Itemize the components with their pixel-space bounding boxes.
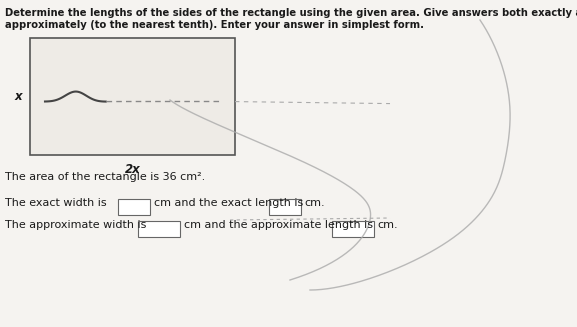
Text: cm and the approximate length is: cm and the approximate length is [184,220,373,230]
Text: x: x [14,90,22,103]
Text: The approximate width is: The approximate width is [5,220,147,230]
Text: cm and the exact length is: cm and the exact length is [154,198,304,208]
Text: 2x: 2x [125,163,140,176]
Bar [118,199,150,215]
Text: The exact width is: The exact width is [5,198,107,208]
Text: The area of the rectangle is 36 cm².: The area of the rectangle is 36 cm². [5,172,205,182]
Bar [269,199,301,215]
Bar [332,221,374,237]
Text: Determine the lengths of the sides of the rectangle using the given area. Give a: Determine the lengths of the sides of th… [5,8,577,18]
Bar [30,38,235,155]
Text: cm.: cm. [304,198,325,208]
Bar [138,221,180,237]
Text: cm.: cm. [377,220,398,230]
Text: approximately (to the nearest tenth). Enter your answer in simplest form.: approximately (to the nearest tenth). En… [5,20,424,30]
